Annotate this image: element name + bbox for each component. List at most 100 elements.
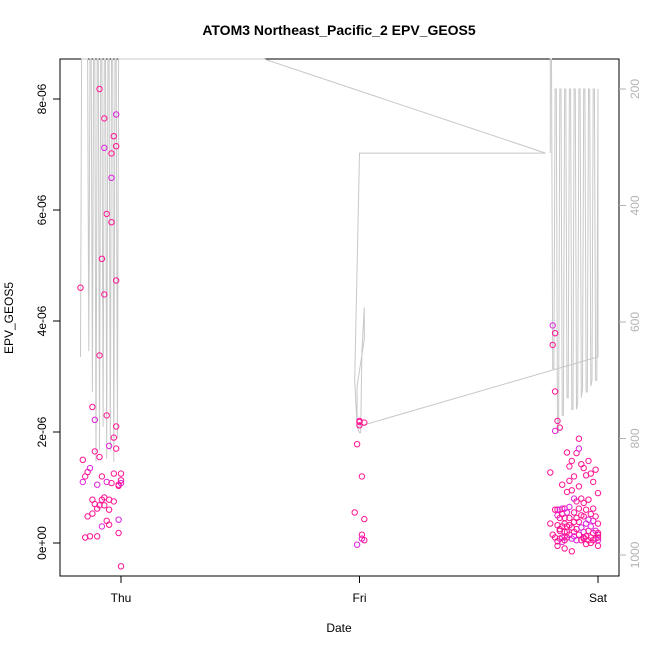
data-point xyxy=(551,388,559,395)
data-point xyxy=(110,434,118,441)
data-point xyxy=(585,496,592,503)
y-tick-label: 2e-06 xyxy=(35,416,49,447)
data-point xyxy=(103,210,110,218)
data-point xyxy=(351,509,358,516)
data-point xyxy=(590,505,597,512)
data-point xyxy=(113,143,120,150)
axes: Thu Fri Sat 0e+00 2e-06 4e-06 6e-06 8e-06 200 400… xyxy=(35,79,642,605)
data-point xyxy=(554,506,561,513)
data-point xyxy=(89,510,96,517)
data-point xyxy=(570,509,578,516)
data-point xyxy=(358,531,366,538)
data-point xyxy=(566,503,573,511)
data-point xyxy=(592,513,599,520)
data-point xyxy=(575,483,583,490)
data-point xyxy=(582,506,590,513)
data-point xyxy=(89,403,96,411)
data-point xyxy=(563,509,571,516)
data-point xyxy=(110,133,118,140)
y-tick-label: 4e-06 xyxy=(35,305,49,336)
data-point xyxy=(590,478,597,486)
data-point xyxy=(108,479,115,487)
data-point xyxy=(105,442,113,450)
data-point xyxy=(594,520,602,527)
data-point xyxy=(573,498,580,505)
data-point xyxy=(561,545,568,552)
data-point xyxy=(549,341,556,349)
x-axis-label: Date xyxy=(326,621,352,635)
data-point xyxy=(568,487,575,494)
data-point xyxy=(108,174,115,182)
x-tick-label: Sat xyxy=(589,591,608,605)
data-point xyxy=(585,516,592,523)
data-point xyxy=(549,322,556,329)
data-point xyxy=(86,464,94,472)
data-point xyxy=(115,529,122,537)
data-point xyxy=(580,513,587,520)
data-point xyxy=(77,284,84,291)
data-point xyxy=(575,435,583,442)
data-point xyxy=(594,542,602,549)
data-point xyxy=(94,533,101,540)
data-point xyxy=(356,422,363,429)
chart-title: ATOM3 Northeast_Pacific_2 EPV_GEOS5 xyxy=(202,22,476,38)
data-point xyxy=(98,255,106,262)
data-point xyxy=(117,563,125,570)
data-point xyxy=(108,150,115,157)
data-point xyxy=(361,419,368,426)
data-point xyxy=(105,506,113,513)
y-tick-label: 0e+00 xyxy=(35,526,49,560)
data-point xyxy=(575,505,583,512)
data-point xyxy=(575,445,583,452)
data-point xyxy=(96,352,103,359)
data-point xyxy=(117,479,125,487)
y2-tick-label: 200 xyxy=(628,79,642,99)
y2-tick-label: 1000 xyxy=(628,541,642,568)
data-point xyxy=(580,464,587,472)
data-point xyxy=(361,515,368,523)
data-point xyxy=(594,529,602,537)
x-tick-label: Fri xyxy=(353,591,367,605)
data-point xyxy=(113,423,120,430)
data-point xyxy=(113,445,120,452)
data-point xyxy=(113,277,120,284)
y-tick-label: 6e-06 xyxy=(35,194,49,225)
data-point xyxy=(568,548,575,555)
data-point xyxy=(551,506,559,513)
data-point xyxy=(561,528,568,536)
data-point xyxy=(556,424,563,431)
data-point xyxy=(79,478,87,486)
data-point xyxy=(575,518,583,526)
data-point xyxy=(573,537,580,544)
data-point xyxy=(594,489,602,497)
data-point xyxy=(115,516,122,523)
data-point xyxy=(551,427,559,435)
data-point xyxy=(585,457,592,465)
y-tick-label: 8e-06 xyxy=(35,83,49,114)
data-point xyxy=(592,466,599,473)
data-point xyxy=(91,448,99,455)
data-point xyxy=(353,441,361,448)
data-point xyxy=(79,456,87,463)
data-point xyxy=(554,417,561,425)
data-point xyxy=(103,412,110,419)
data-point xyxy=(108,219,115,226)
x-tick-label: Thu xyxy=(111,591,132,605)
data-point xyxy=(551,330,559,337)
data-point xyxy=(101,115,108,122)
data-point xyxy=(580,499,587,507)
data-point xyxy=(358,473,366,480)
line-series xyxy=(80,58,599,462)
data-point xyxy=(594,534,602,541)
data-point xyxy=(94,481,101,488)
data-point xyxy=(101,144,108,152)
data-point xyxy=(110,470,118,477)
data-point xyxy=(113,111,120,118)
data-point xyxy=(554,542,561,549)
data-point xyxy=(587,470,594,477)
data-point xyxy=(353,541,361,548)
y-axis-label: EPV_GEOS5 xyxy=(2,282,16,354)
y2-tick-label: 400 xyxy=(628,195,642,215)
data-point xyxy=(568,457,575,465)
